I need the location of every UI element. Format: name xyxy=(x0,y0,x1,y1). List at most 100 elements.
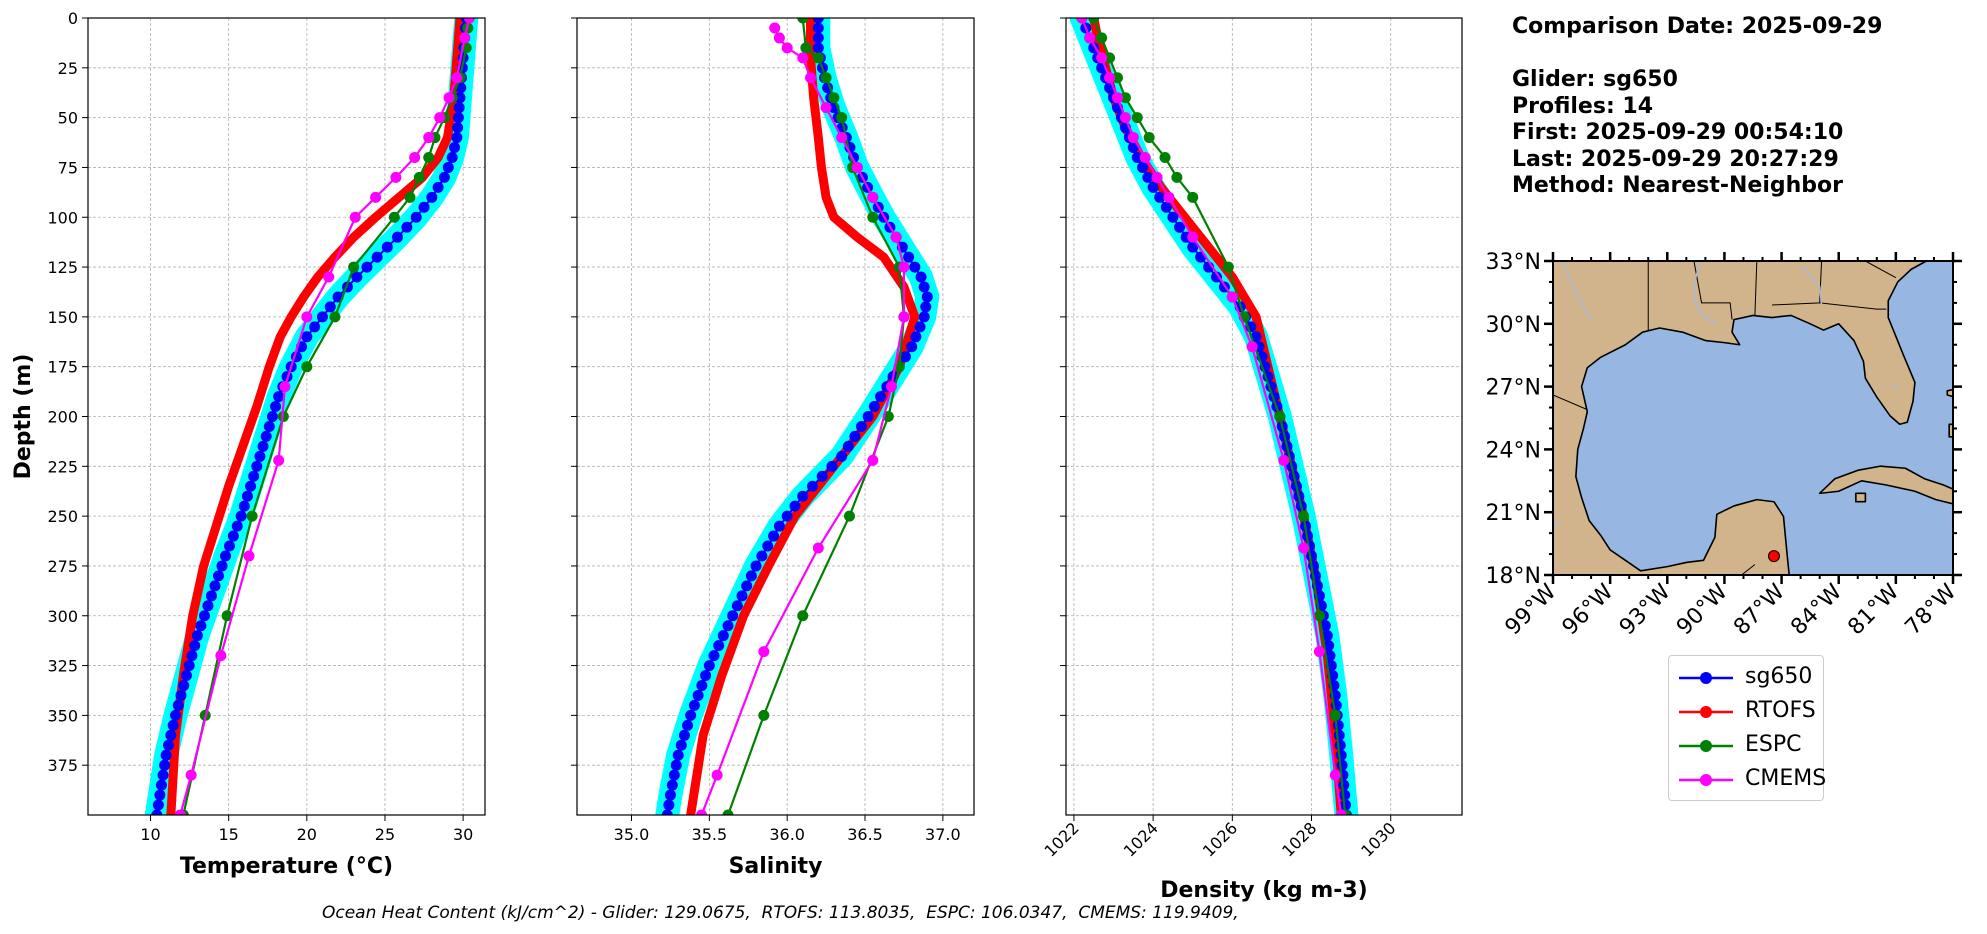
data-point xyxy=(717,630,729,642)
data-point xyxy=(675,739,687,751)
data-point xyxy=(381,241,393,253)
map-border xyxy=(1865,261,1897,279)
data-point xyxy=(731,600,743,612)
data-point xyxy=(349,211,361,223)
data-point xyxy=(1160,201,1172,213)
data-point xyxy=(898,311,910,323)
y-tick-label: 200 xyxy=(47,408,78,427)
x-tick-label: 30 xyxy=(453,825,473,844)
data-point xyxy=(391,231,403,243)
data-point xyxy=(918,311,930,323)
data-point xyxy=(812,22,824,34)
data-point xyxy=(1143,132,1155,144)
data-point xyxy=(661,809,673,815)
y-tick-label: 25 xyxy=(58,59,78,78)
map-lat-label: 24°N xyxy=(1486,438,1541,463)
data-point xyxy=(1127,142,1139,154)
data-point xyxy=(898,261,910,273)
data-point xyxy=(773,32,785,44)
data-point xyxy=(174,809,186,815)
x-tick-label: 15 xyxy=(218,825,238,844)
data-point xyxy=(175,689,187,701)
map-border xyxy=(1693,261,1733,320)
legend-item-sg650: sg650 xyxy=(1677,662,1817,692)
data-point xyxy=(205,590,217,602)
data-point xyxy=(903,251,915,263)
data-point xyxy=(1298,542,1310,554)
data-point xyxy=(316,311,328,323)
data-point xyxy=(434,112,446,124)
data-point xyxy=(459,32,471,44)
data-point xyxy=(915,271,927,283)
last-time: Last: 2025-09-29 20:27:29 xyxy=(1512,146,1839,172)
data-point xyxy=(301,331,313,343)
map-border xyxy=(1553,394,1588,411)
data-point xyxy=(1336,759,1348,771)
data-point xyxy=(797,52,809,64)
data-point xyxy=(1319,620,1331,632)
profile-count: Profiles: 14 xyxy=(1512,93,1654,119)
data-point xyxy=(688,699,700,711)
map-lon-label: 96°W xyxy=(1558,579,1619,640)
data-point xyxy=(1335,809,1347,815)
map-lon-label: 87°W xyxy=(1729,579,1790,640)
data-point xyxy=(736,590,748,602)
data-point xyxy=(663,799,675,811)
y-tick-label: 75 xyxy=(58,158,78,177)
data-point xyxy=(1131,112,1143,124)
data-point xyxy=(191,630,203,642)
data-point xyxy=(867,191,879,203)
data-point xyxy=(670,759,682,771)
series-line xyxy=(686,18,920,815)
data-point xyxy=(828,92,840,104)
data-point xyxy=(243,550,255,562)
data-point xyxy=(1334,739,1346,751)
data-point xyxy=(301,311,313,323)
data-point xyxy=(805,72,817,84)
data-point xyxy=(426,191,438,203)
data-point xyxy=(914,321,926,333)
data-point xyxy=(812,42,824,54)
comparison-info: Comparison Date: 2025-09-29 Glider: sg650… xyxy=(1512,14,1882,200)
data-point xyxy=(409,151,421,163)
data-point xyxy=(1167,211,1179,223)
data-point xyxy=(351,271,363,283)
data-point xyxy=(890,231,902,243)
x-tick-label: 25 xyxy=(375,825,395,844)
data-point xyxy=(172,699,184,711)
series-line xyxy=(182,27,469,815)
legend: sg650 RTOFS ESPC CMEMS xyxy=(1668,655,1826,801)
data-point xyxy=(836,132,848,144)
data-point xyxy=(183,660,195,672)
data-point xyxy=(812,52,824,64)
data-point xyxy=(388,211,400,223)
data-point xyxy=(449,142,461,154)
data-point xyxy=(711,769,723,781)
data-point xyxy=(1104,72,1116,84)
data-point xyxy=(260,430,272,442)
data-point xyxy=(390,171,402,183)
data-point xyxy=(789,500,801,512)
data-point xyxy=(162,739,174,751)
data-point xyxy=(682,719,694,731)
data-point xyxy=(1332,719,1344,731)
data-point xyxy=(758,709,770,721)
data-point xyxy=(700,670,712,682)
data-point xyxy=(820,72,832,84)
data-point xyxy=(1338,779,1350,791)
map-river xyxy=(1693,261,1718,325)
data-point xyxy=(273,391,285,403)
legend-item-cmems: CMEMS xyxy=(1677,764,1826,794)
data-point xyxy=(213,570,225,582)
data-point xyxy=(722,809,734,815)
map-lon-label: 81°W xyxy=(1843,579,1904,640)
data-point xyxy=(920,301,932,313)
data-point xyxy=(867,211,879,223)
x-tick-label: 1022 xyxy=(1041,818,1083,860)
data-point xyxy=(1246,341,1258,353)
data-point xyxy=(410,211,422,223)
data-point xyxy=(773,520,785,532)
data-point xyxy=(245,480,257,492)
data-point xyxy=(1187,231,1199,243)
